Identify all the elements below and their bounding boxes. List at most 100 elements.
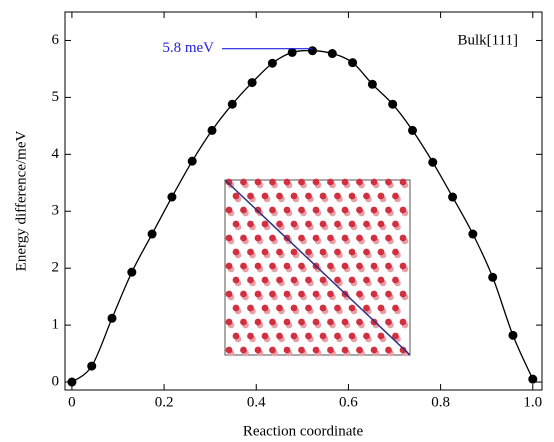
atom <box>334 248 341 256</box>
atom <box>247 192 254 200</box>
atom <box>232 332 240 340</box>
atom <box>385 318 392 326</box>
atom <box>269 318 276 326</box>
atom <box>399 234 407 242</box>
atom <box>290 276 298 284</box>
atom <box>385 346 392 354</box>
atom <box>377 304 385 312</box>
atom <box>385 262 392 270</box>
data-point <box>388 99 398 109</box>
atom <box>312 234 320 242</box>
atom <box>232 248 240 256</box>
data-point <box>187 156 197 166</box>
atom <box>327 262 334 270</box>
atom <box>269 346 276 354</box>
atom <box>399 346 407 354</box>
atom <box>399 290 407 298</box>
atom <box>312 346 320 354</box>
atom <box>385 234 392 242</box>
x-tick-label: 0.4 <box>247 394 266 410</box>
data-point <box>127 267 137 277</box>
atom <box>363 304 370 312</box>
x-tick-label: 1.0 <box>523 394 542 410</box>
atom <box>298 234 305 242</box>
atom <box>356 178 363 186</box>
atom <box>261 304 269 312</box>
atom <box>312 178 320 186</box>
atom <box>319 332 327 340</box>
atom <box>276 248 283 256</box>
atom <box>232 220 240 228</box>
atom <box>261 332 269 340</box>
data-point <box>468 229 478 239</box>
atom <box>290 248 298 256</box>
atom <box>283 206 291 214</box>
atom <box>327 206 334 214</box>
data-point <box>207 125 217 135</box>
x-tick-label: 0.6 <box>339 394 358 410</box>
atom <box>290 332 298 340</box>
atom <box>232 192 240 200</box>
atom <box>348 304 356 312</box>
atom <box>363 248 370 256</box>
y-axis-label: Energy difference/meV <box>13 131 29 272</box>
atom <box>254 262 262 270</box>
data-point <box>67 377 77 387</box>
y-tick-label: 3 <box>52 203 60 219</box>
data-point <box>528 374 538 384</box>
atom <box>298 262 305 270</box>
data-point <box>287 47 297 57</box>
atom <box>240 346 247 354</box>
atom <box>225 206 233 214</box>
atom <box>254 346 262 354</box>
atom <box>334 220 341 228</box>
atom <box>276 304 283 312</box>
atom <box>356 346 363 354</box>
atom <box>225 178 233 186</box>
atom <box>377 276 385 284</box>
atom <box>385 290 392 298</box>
atom <box>327 290 334 298</box>
y-tick-label: 6 <box>52 32 60 48</box>
y-tick-label: 4 <box>52 146 60 162</box>
atom <box>247 332 254 340</box>
atom <box>269 290 276 298</box>
atom <box>254 178 262 186</box>
atom <box>363 192 370 200</box>
atom <box>247 248 254 256</box>
atom <box>283 346 291 354</box>
atom <box>298 206 305 214</box>
atom <box>327 318 334 326</box>
atom <box>363 332 370 340</box>
atom <box>399 206 407 214</box>
atom <box>225 290 233 298</box>
data-point <box>147 229 157 239</box>
atom <box>348 220 356 228</box>
atom <box>392 304 399 312</box>
atom <box>356 234 363 242</box>
atom <box>247 220 254 228</box>
data-point <box>87 361 97 371</box>
data-point <box>247 78 257 88</box>
atom <box>327 346 334 354</box>
atom <box>356 206 363 214</box>
y-tick-label: 0 <box>52 373 60 389</box>
atom <box>283 262 291 270</box>
x-tick-label: 0.8 <box>431 394 450 410</box>
data-point <box>227 99 237 109</box>
atom <box>240 178 247 186</box>
atom <box>240 318 247 326</box>
atom <box>305 332 312 340</box>
data-point <box>488 272 498 282</box>
inset-lattice <box>224 178 411 357</box>
atom <box>240 234 247 242</box>
atom <box>327 234 334 242</box>
atom <box>290 220 298 228</box>
atom <box>290 304 298 312</box>
y-tick-label: 2 <box>52 260 60 276</box>
atom <box>385 178 392 186</box>
atom <box>240 262 247 270</box>
atom <box>298 178 305 186</box>
atom <box>312 206 320 214</box>
atom <box>356 290 363 298</box>
